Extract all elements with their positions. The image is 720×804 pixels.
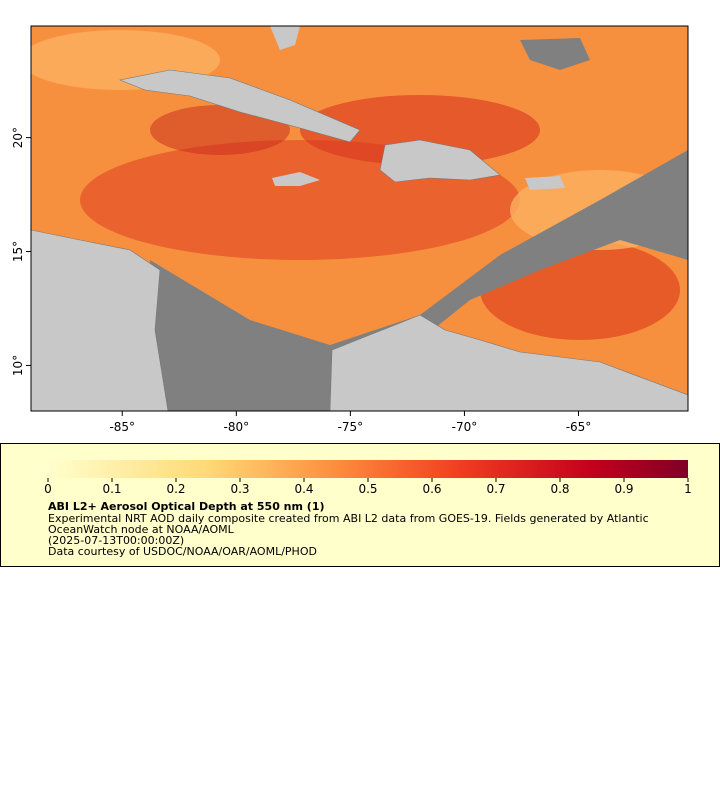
y-tick-label: 20° (11, 127, 25, 148)
colorbar-tick-label: 0.5 (358, 482, 377, 496)
legend-line: (2025-07-13T00:00:00Z) (48, 534, 184, 547)
color-bar (48, 460, 688, 478)
colorbar-tick-label: 0.3 (230, 482, 249, 496)
x-tick-label: -85° (109, 420, 135, 434)
x-tick-label: -65° (566, 420, 592, 434)
legend-line: Data courtesy of USDOC/NOAA/OAR/AOML/PHO… (48, 545, 317, 558)
colorbar-tick-label: 1 (684, 482, 692, 496)
colorbar-tick-label: 0.7 (486, 482, 505, 496)
colorbar-tick-label: 0.8 (550, 482, 569, 496)
x-tick-label: -80° (224, 420, 250, 434)
colorbar-tick-label: 0.2 (166, 482, 185, 496)
y-tick-label: 15° (11, 241, 25, 262)
colorbar-tick-label: 0.1 (102, 482, 121, 496)
colorbar-tick-label: 0 (44, 482, 52, 496)
x-tick-label: -75° (338, 420, 364, 434)
colorbar-tick-label: 0.9 (614, 482, 633, 496)
map-image (31, 26, 688, 411)
legend-line: OceanWatch node at NOAA/AOML (48, 523, 235, 536)
map-frame (30, 25, 689, 412)
legend-title: ABI L2+ Aerosol Optical Depth at 550 nm … (48, 500, 325, 513)
legend-line: Experimental NRT AOD daily composite cre… (48, 512, 649, 525)
x-tick-label: -70° (452, 420, 478, 434)
colorbar-tick-label: 0.4 (294, 482, 313, 496)
y-tick-label: 10° (11, 355, 25, 376)
colorbar-tick-label: 0.6 (422, 482, 441, 496)
